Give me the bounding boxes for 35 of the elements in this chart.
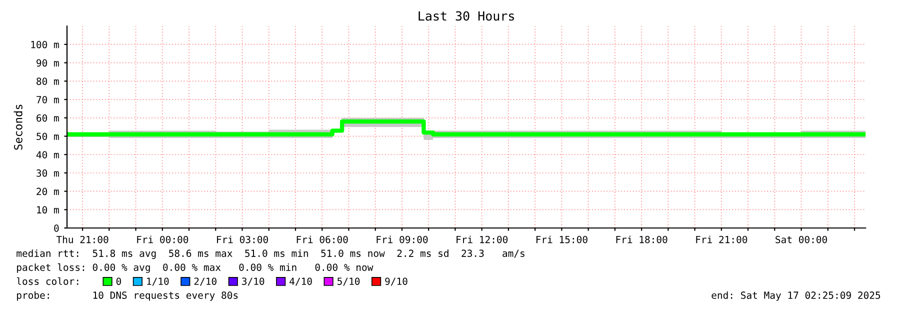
legend-title: loss color: bbox=[16, 277, 78, 285]
chart-title: Last 30 Hours bbox=[418, 11, 514, 21]
legend-label: 3/10 bbox=[242, 278, 264, 286]
x-tick-label: Fri 00:00 bbox=[137, 236, 188, 244]
x-tick-label: Fri 21:00 bbox=[696, 236, 748, 244]
y-tick-label: 40 m bbox=[36, 151, 59, 158]
legend-label: 2/10 bbox=[194, 278, 216, 286]
x-tick-label: Fri 03:00 bbox=[217, 236, 268, 244]
y-tick-label: 30 m bbox=[36, 169, 59, 177]
x-tick-label: Fri 12:00 bbox=[456, 236, 508, 244]
x-tick-label: Thu 21:00 bbox=[56, 236, 108, 244]
y-tick-label: 90 m bbox=[36, 59, 59, 67]
legend-label: 0 bbox=[116, 278, 122, 285]
x-tick-label: Fri 15:00 bbox=[536, 236, 588, 244]
x-tick-label: Fri 09:00 bbox=[376, 236, 428, 244]
y-tick-label: 80 m bbox=[36, 78, 59, 85]
text: packet loss: 0.00 % avg 0.00 % max 0.00 % min 0.00 % now bbox=[17, 263, 374, 273]
text: median rtt: 51.8 ms avg 58.6 ms max 51.0 ms min 51.0 ms now 2.2 ms sd 23.3 am/s bbox=[16, 249, 524, 259]
y-tick-label: 10 m bbox=[37, 206, 59, 214]
x-tick-label: Sat 00:00 bbox=[776, 236, 827, 244]
y-tick-label: 20 m bbox=[36, 188, 59, 196]
y-tick-label: 60 m bbox=[36, 114, 59, 122]
legend-label: 5/10 bbox=[338, 278, 360, 286]
legend-label: 9/10 bbox=[385, 278, 408, 286]
y-tick-label: 100 m bbox=[31, 40, 59, 48]
y-tick-label: 0 bbox=[54, 224, 59, 232]
y-axis-title: Seconds bbox=[14, 104, 22, 150]
text: end: Sat May 17 02:25:09 2025 bbox=[712, 291, 880, 301]
legend-label: 4/10 bbox=[290, 278, 312, 286]
y-tick-label: 50 m bbox=[36, 132, 59, 140]
legend-label: 1/10 bbox=[147, 278, 169, 286]
text: probe: 10 DNS requests every 80s bbox=[17, 291, 238, 301]
y-tick-label: 70 m bbox=[36, 96, 59, 104]
x-tick-label: Fri 06:00 bbox=[296, 236, 348, 244]
x-tick-label: Fri 18:00 bbox=[616, 236, 668, 244]
